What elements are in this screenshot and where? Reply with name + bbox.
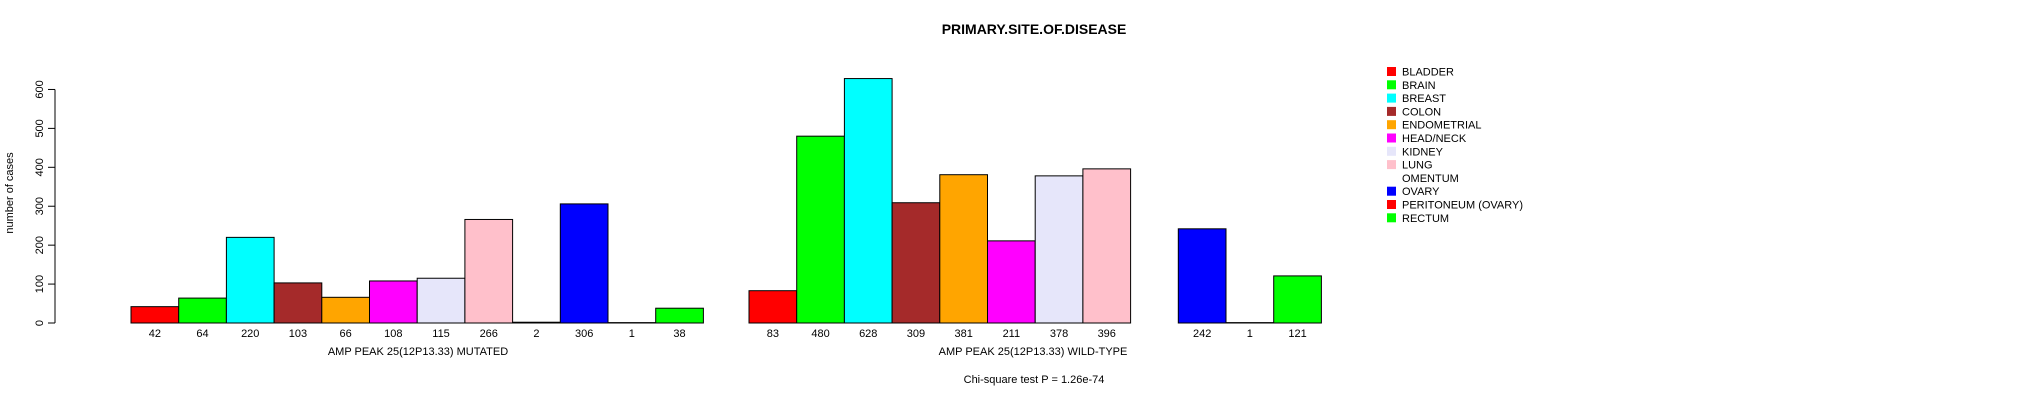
legend-swatch-bladder [1387,67,1396,76]
value-label: 2 [533,328,539,340]
legend-swatch-omentum [1387,173,1396,182]
legend-label-ovary: OVARY [1402,186,1440,198]
legend-label-omentum: OMENTUM [1402,173,1459,185]
legend-label-colon: COLON [1402,106,1441,118]
bar-mutated-rectum [656,308,704,323]
bar-mutated-lung [465,219,513,323]
y-axis: 0 100 200 300 400 500 600 [34,80,55,326]
value-label: 378 [1050,328,1068,340]
bar-mutated-kidney [417,278,465,323]
legend-swatch-kidney [1387,147,1396,156]
value-label: 381 [954,328,972,340]
bar-wild-type-breast [844,79,892,323]
legend-swatch-brain [1387,80,1396,89]
bar-wild-type-head-neck [988,241,1036,323]
y-tick-label: 500 [34,119,46,137]
value-label: 121 [1288,328,1306,340]
value-label: 396 [1098,328,1116,340]
y-tick-label: 100 [34,275,46,293]
series-label-wild-type: AMP PEAK 25(12P13.33) WILD-TYPE [939,346,1128,358]
panel-mutated: 42 64 220 103 66 108 115 266 2 306 1 38 [131,204,703,340]
value-label: 115 [432,328,450,340]
legend-swatch-peritoneum-ovary [1387,200,1396,209]
value-label: 242 [1193,328,1211,340]
legend-label-endometrial: ENDOMETRIAL [1402,120,1481,132]
legend-swatch-head-neck [1387,134,1396,143]
panel-wild-type: 83 480 628 309 381 211 378 396 242 1 121 [749,79,1321,340]
y-tick-label: 300 [34,197,46,215]
legend-label-breast: BREAST [1402,93,1446,105]
legend-swatch-rectum [1387,213,1396,222]
chart-title: PRIMARY.SITE.OF.DISEASE [942,21,1127,37]
series-label-mutated: AMP PEAK 25(12P13.33) MUTATED [328,346,508,358]
value-label: 266 [480,328,498,340]
bar-mutated-ovary [560,204,608,323]
legend-label-kidney: KIDNEY [1402,146,1444,158]
bar-mutated-omentum [513,322,561,323]
legend-swatch-ovary [1387,187,1396,196]
value-label: 306 [575,328,593,340]
bar-wild-type-brain [797,136,845,323]
bar-wild-type-kidney [1035,176,1083,323]
value-label: 66 [340,328,352,340]
value-label: 480 [811,328,829,340]
value-label: 1 [629,328,635,340]
legend-label-head-neck: HEAD/NECK [1402,133,1467,145]
bar-mutated-brain [179,298,227,323]
legend-swatch-endometrial [1387,120,1396,129]
value-label: 42 [149,328,161,340]
bar-mutated-head-neck [370,281,418,323]
bar-wild-type-lung [1083,169,1131,323]
bar-wild-type-ovary [1178,229,1226,323]
y-tick-label: 600 [34,80,46,98]
bar-mutated-endometrial [322,297,370,323]
y-axis-label: number of cases [4,152,16,234]
value-label: 38 [673,328,685,340]
legend-swatch-lung [1387,160,1396,169]
value-label: 108 [384,328,402,340]
legend-label-brain: BRAIN [1402,80,1436,92]
legend-label-lung: LUNG [1402,160,1433,172]
value-label: 83 [767,328,779,340]
legend-swatch-colon [1387,107,1396,116]
bar-mutated-breast [226,237,274,323]
bar-wild-type-bladder [749,291,797,323]
value-label: 309 [907,328,925,340]
value-label: 64 [196,328,208,340]
legend-swatch-breast [1387,94,1396,103]
legend-label-bladder: BLADDER [1402,67,1454,79]
chi-square-footnote: Chi-square test P = 1.26e-74 [964,374,1105,386]
bar-wild-type-rectum [1274,276,1322,323]
y-tick-label: 0 [34,320,46,326]
y-tick-label: 400 [34,158,46,176]
bar-wild-type-colon [892,203,940,323]
legend-label-rectum: RECTUM [1402,213,1449,225]
bar-wild-type-endometrial [940,175,988,323]
value-label: 211 [1003,328,1021,340]
value-label: 628 [859,328,877,340]
value-label: 220 [241,328,259,340]
legend-label-peritoneum-ovary: PERITONEUM (OVARY) [1402,200,1523,212]
y-tick-label: 200 [34,236,46,254]
value-label: 103 [289,328,307,340]
bar-mutated-colon [274,283,322,323]
value-label: 1 [1247,328,1253,340]
bar-mutated-bladder [131,307,179,323]
